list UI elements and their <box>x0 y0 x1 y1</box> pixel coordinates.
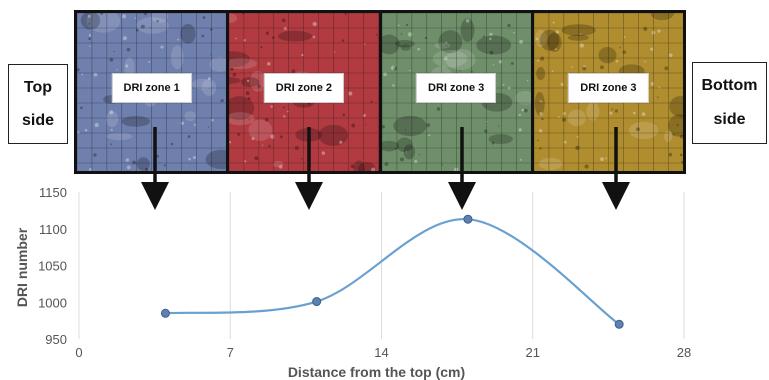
top-side-label: Top side <box>8 64 68 144</box>
bottom-side-line2: side <box>713 111 746 128</box>
data-point <box>614 319 624 329</box>
data-point <box>312 297 322 307</box>
y-tick-label: 1100 <box>39 222 67 237</box>
y-tick-label: 1150 <box>39 185 67 200</box>
bottom-side-label: Bottom side <box>692 62 767 144</box>
zone-panel-4: DRI zone 3 <box>533 13 683 171</box>
top-side-line1: Top <box>23 78 53 96</box>
zone-label-2: DRI zone 2 <box>263 73 344 103</box>
top-side-line2: side <box>21 111 54 129</box>
data-point <box>160 308 170 318</box>
zone-panel-3: DRI zone 3 <box>381 13 531 171</box>
x-tick-label: 21 <box>526 345 540 360</box>
y-tick-label: 1050 <box>38 259 67 274</box>
zone-label-1: DRI zone 1 <box>111 73 192 103</box>
x-tick-label: 28 <box>677 345 691 360</box>
x-tick-label: 14 <box>374 345 388 360</box>
x-axis-label: Distance from the top (cm) <box>288 364 465 380</box>
y-tick-label: 950 <box>45 332 67 347</box>
bottom-side-line1: Bottom <box>701 77 758 94</box>
x-tick-label: 7 <box>227 345 234 360</box>
zone-panel-1: DRI zone 1 <box>77 13 227 171</box>
y-axis-label: DRI number <box>14 227 30 307</box>
y-tick-label: 1000 <box>38 295 67 310</box>
zone-label-4: DRI zone 3 <box>568 73 649 103</box>
zone-panel-2: DRI zone 2 <box>229 13 379 171</box>
dri-series-line <box>165 218 620 326</box>
zone-label-3: DRI zone 3 <box>416 73 497 103</box>
zone-panels: DRI zone 1 DRI zone 2 DRI zone 3 DRI zon… <box>74 10 686 174</box>
zone-texture-4 <box>533 13 683 171</box>
x-tick-label: 0 <box>75 345 82 360</box>
data-point <box>463 214 473 224</box>
